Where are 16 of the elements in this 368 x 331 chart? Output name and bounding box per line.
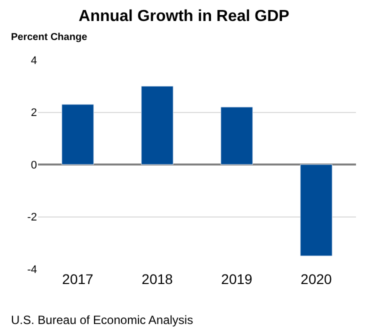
bar (220, 106, 253, 165)
x-tick-label: 2018 (142, 271, 174, 287)
x-tick-label: 2019 (221, 271, 253, 287)
y-tick-label: -2 (27, 212, 37, 224)
x-tick-label: 2017 (62, 271, 94, 287)
y-tick-label: -4 (27, 264, 37, 276)
y-tick-label: 0 (30, 159, 37, 172)
y-tick-label: 4 (30, 54, 37, 67)
text: U.S. Bureau of Economic Analysis (11, 313, 194, 327)
x-tick-label: 2020 (300, 271, 332, 287)
bar (141, 86, 174, 165)
bar (300, 164, 332, 256)
bar (62, 104, 94, 165)
y-axis-title: Percent Change (11, 32, 88, 43)
y-tick-label: 2 (30, 107, 37, 120)
chart-title: Annual Growth in Real GDP (78, 8, 290, 26)
